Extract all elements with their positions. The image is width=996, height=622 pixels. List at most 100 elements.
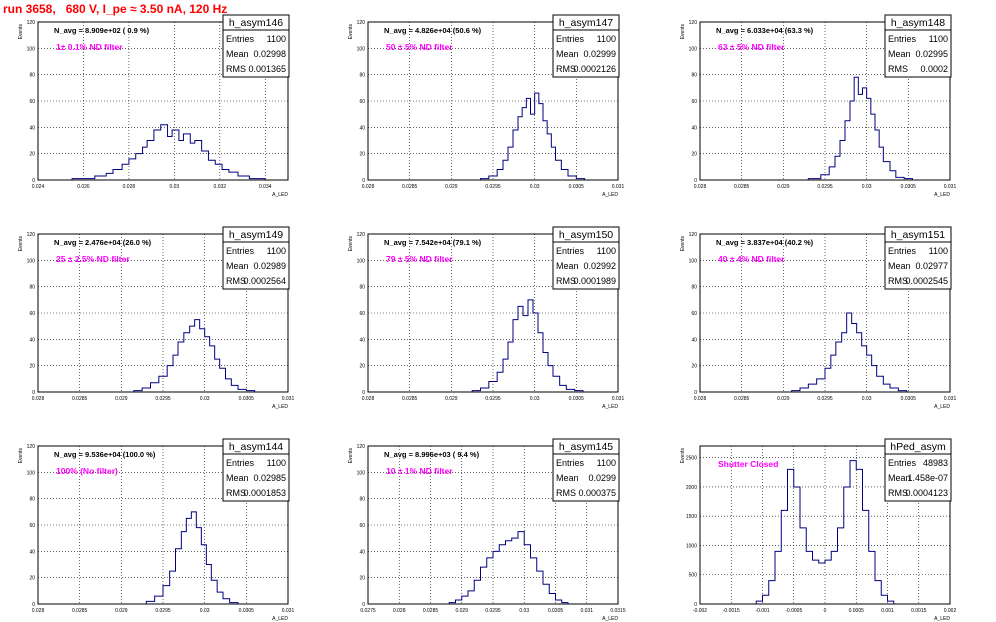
stats-value: 0.0002564 — [243, 276, 286, 286]
histogram-bin — [538, 333, 543, 392]
y-tick-label: 100 — [27, 46, 36, 52]
histogram-outline — [471, 299, 584, 392]
histogram-bin — [836, 342, 842, 392]
histogram-bin — [548, 366, 553, 392]
histogram-bin — [508, 147, 513, 180]
filter-label: 40 ± 4% ND filter — [718, 254, 785, 264]
y-tick-label: 100 — [357, 258, 366, 264]
histogram-bin — [819, 563, 825, 604]
histogram-bin — [549, 593, 555, 604]
stats-label: RMS — [556, 276, 576, 286]
histogram-bin — [800, 388, 808, 392]
stats-value: 0.0001853 — [243, 488, 286, 498]
x-tick-label: 0.028 — [123, 184, 136, 190]
histogram-bin — [875, 130, 879, 180]
y-axis-title: Events — [18, 448, 24, 464]
stats-box: h_asym149 Entries 1100 Mean 0.02989 RMS0.0002… — [222, 226, 290, 290]
y-tick-label: 80 — [359, 73, 365, 79]
x-tick-label: 0.031 — [944, 396, 957, 402]
stats-label: Mean — [226, 261, 249, 271]
histogram-bin — [769, 581, 775, 604]
panel-h_asym144: 0 20 40 60 80 100 120 0.028 0.0285 0.029 0.0295 0.0… — [18, 438, 294, 622]
navg-label: N_avg = 2.476e+04 (26.0 %) — [54, 238, 152, 247]
filter-label: Shutter Closed — [718, 459, 778, 469]
y-tick-label: 80 — [691, 73, 697, 79]
x-tick-label: 0.0285 — [402, 396, 418, 402]
histogram-bin — [122, 164, 129, 180]
x-axis-title: A_LED — [934, 616, 950, 622]
x-tick-label: 0.029 — [115, 608, 128, 614]
histogram-bin — [547, 134, 551, 180]
y-tick-label: 60 — [359, 311, 365, 317]
histogram-bin — [835, 156, 840, 180]
y-tick-label: 40 — [29, 125, 35, 131]
histogram-outline — [448, 531, 569, 604]
histogram-bin — [904, 179, 912, 180]
stats-box: h_asym147 Entries 1100 Mean 0.02999 RMS0.0002… — [552, 14, 620, 78]
histogram-bin — [844, 487, 850, 604]
stats-value: 1100 — [267, 34, 286, 44]
histogram-name: h_asym151 — [891, 229, 945, 241]
histogram-bin — [217, 592, 223, 604]
histogram-bin — [195, 320, 200, 392]
histogram-bin — [825, 368, 831, 392]
stats-value: 1100 — [929, 34, 948, 44]
x-tick-label: 0.028 — [694, 396, 707, 402]
x-axis-title: A_LED — [272, 404, 288, 410]
navg-label: N_avg = 9.536e+04 (100.0 %) — [54, 450, 156, 459]
histogram-bin — [195, 141, 202, 181]
x-tick-label: -0.0005 — [785, 608, 802, 614]
histogram-bin — [883, 162, 890, 180]
histogram-bin — [881, 595, 887, 604]
histogram-bin — [566, 389, 574, 392]
histogram-bin — [560, 385, 567, 392]
x-tick-label: 0.0285 — [734, 396, 750, 402]
histogram-bin — [875, 581, 881, 604]
y-tick-label: 0 — [362, 602, 365, 608]
histogram-bin — [503, 359, 508, 392]
histogram-bin — [497, 372, 503, 392]
histogram-bin — [883, 384, 890, 392]
stats-box-frame — [222, 438, 290, 502]
histogram-bin — [474, 580, 480, 604]
histogram-bin — [226, 379, 232, 392]
histogram-bin — [468, 591, 474, 604]
histogram-bin — [850, 461, 856, 604]
y-tick-label: 120 — [689, 20, 698, 26]
x-tick-label: 0.0295 — [817, 396, 833, 402]
histogram-bin — [813, 560, 819, 604]
run-title: run 3658, 680 V, I_pe ≈ 3.50 nA, 120 Hz — [3, 2, 228, 16]
x-tick-label: 0.03 — [519, 608, 529, 614]
histogram-bin — [852, 324, 857, 392]
histogram-bin — [231, 385, 238, 392]
histogram-bin — [143, 147, 148, 180]
y-tick-label: 60 — [691, 99, 697, 105]
y-tick-label: 20 — [29, 576, 35, 582]
x-tick-label: 0.03 — [530, 396, 540, 402]
stats-value: 1100 — [597, 34, 616, 44]
x-tick-label: 0.03 — [530, 184, 540, 190]
stats-value: 1100 — [597, 458, 616, 468]
histogram-bin — [246, 391, 254, 392]
y-tick-label: 0 — [362, 390, 365, 396]
histogram-bin — [562, 603, 568, 604]
histogram-bin — [134, 391, 142, 392]
histogram-bin — [208, 160, 215, 180]
histogram-bin — [456, 600, 462, 604]
stats-label: Entries — [888, 458, 917, 468]
histogram-bin — [568, 176, 576, 180]
histogram-bin — [862, 346, 867, 392]
stats-value: 0.0002545 — [905, 276, 948, 286]
stats-value: 0.0002 — [920, 64, 948, 74]
histogram-bin — [800, 528, 806, 604]
navg-label: N_avg = 7.542e+04 (79.1 %) — [384, 238, 482, 247]
histogram-bin — [840, 141, 845, 181]
navg-label: N_avg = 4.826e+04 (50.6 %) — [384, 26, 482, 35]
x-tick-label: 0.031 — [612, 184, 625, 190]
histogram-bin — [215, 359, 220, 392]
histogram-bin — [543, 353, 548, 393]
y-tick-label: 120 — [357, 444, 366, 450]
stats-value: 0.001365 — [248, 64, 286, 74]
histogram-bin — [154, 130, 161, 180]
stats-box-frame — [884, 438, 952, 502]
